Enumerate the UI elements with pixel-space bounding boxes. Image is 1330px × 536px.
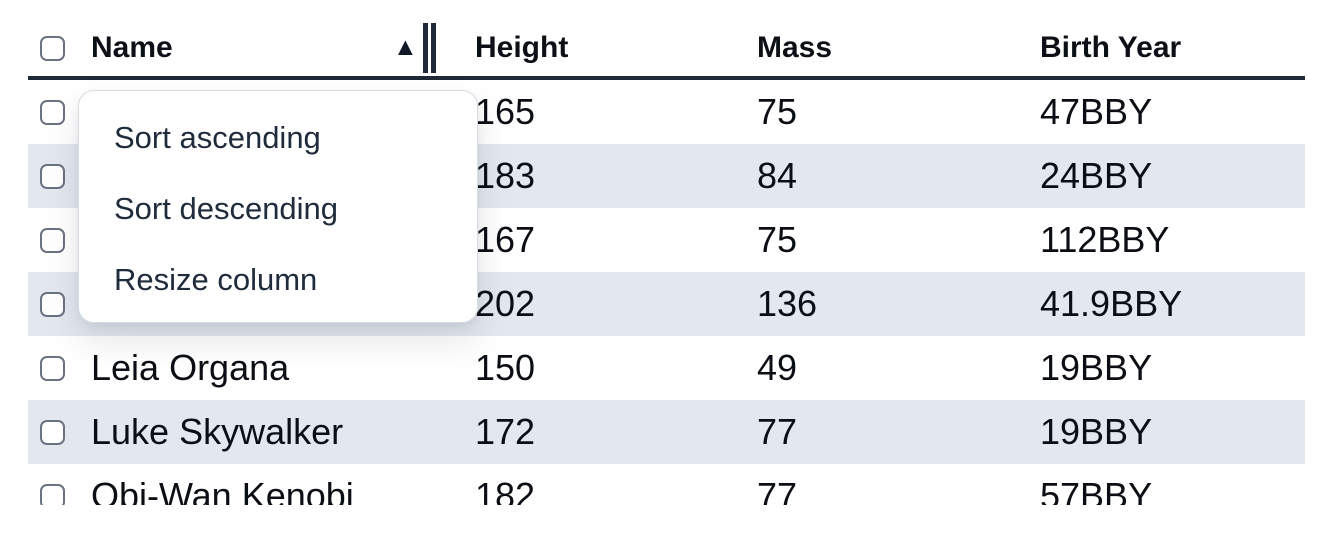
cell-birth-year: 57BBY [1040, 475, 1153, 505]
cell-mass: 77 [757, 475, 798, 505]
header-checkbox-cell [28, 20, 91, 76]
menu-item-resize-column[interactable]: Resize column [114, 261, 318, 297]
cell-name: Obi-Wan Kenobi [91, 475, 354, 505]
column-header-height[interactable]: Height [475, 31, 569, 64]
sort-ascending-icon: ▲ [393, 33, 418, 61]
table-row: 167 75 112BBY [28, 208, 1305, 272]
cell-name: Leia Organa [91, 347, 290, 388]
cell-birth-year: 19BBY [1040, 411, 1153, 452]
cell-birth-year: 47BBY [1040, 91, 1153, 132]
cell-mass: 49 [757, 347, 798, 388]
cell-name: Luke Skywalker [91, 411, 344, 452]
row-checkbox[interactable] [40, 227, 65, 253]
select-all-checkbox[interactable] [40, 35, 65, 61]
row-checkbox[interactable] [40, 483, 65, 505]
cell-birth-year: 41.9BBY [1040, 283, 1183, 324]
menu-item-sort-ascending[interactable]: Sort ascending [114, 119, 321, 155]
row-checkbox[interactable] [40, 419, 65, 445]
column-header-mass[interactable]: Mass [757, 31, 833, 64]
table-header-row: Name ▲ Height Mass Birth Year [28, 20, 1305, 80]
cell-height: 165 [475, 91, 536, 132]
cell-birth-year: 112BBY [1040, 219, 1170, 260]
cell-mass: 84 [757, 155, 798, 196]
table-row: Luke Skywalker 172 77 19BBY [28, 400, 1305, 464]
row-checkbox[interactable] [40, 163, 65, 189]
column-header-birth-year[interactable]: Birth Year [1040, 31, 1182, 64]
table-row: Leia Organa 150 49 19BBY [28, 336, 1305, 400]
cell-birth-year: 19BBY [1040, 347, 1153, 388]
table-row: Obi-Wan Kenobi 182 77 57BBY [28, 464, 1305, 505]
cell-height: 150 [475, 347, 536, 388]
table-row: 165 75 47BBY [28, 80, 1305, 144]
table-body: 165 75 47BBY 183 84 24BBY 167 75 112BBY [28, 80, 1305, 505]
row-checkbox[interactable] [40, 355, 65, 381]
cell-height: 167 [475, 219, 536, 260]
cell-height: 182 [475, 475, 536, 505]
resize-bar-icon [423, 23, 428, 73]
cell-birth-year: 24BBY [1040, 155, 1153, 196]
menu-item-sort-descending[interactable]: Sort descending [114, 190, 339, 226]
column-resize-handle[interactable] [423, 23, 436, 73]
cell-mass: 77 [757, 411, 798, 452]
column-header-name-label: Name [91, 31, 173, 64]
cell-mass: 75 [757, 91, 798, 132]
resize-bar-icon [431, 23, 436, 73]
column-header-name[interactable]: Name ▲ [91, 20, 475, 76]
characters-table: Name ▲ Height Mass Birth Year 165 75 47B… [28, 20, 1305, 505]
row-checkbox[interactable] [40, 99, 65, 125]
row-checkbox[interactable] [40, 291, 65, 317]
cell-height: 172 [475, 411, 536, 452]
column-context-menu: Sort ascending Sort descending Resize co… [78, 90, 478, 323]
cell-height: 183 [475, 155, 536, 196]
cell-mass: 136 [757, 283, 818, 324]
cell-height: 202 [475, 283, 536, 324]
cell-mass: 75 [757, 219, 798, 260]
